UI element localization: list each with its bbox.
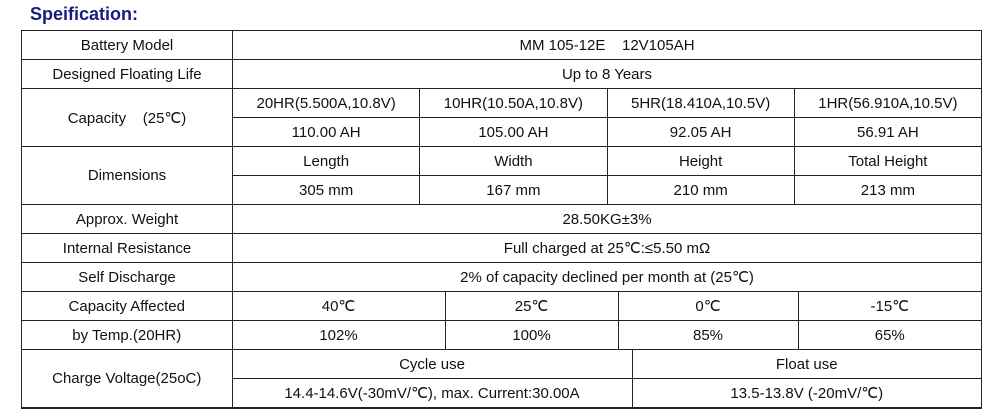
- value: 85%: [618, 320, 799, 350]
- header: 40℃: [232, 292, 446, 321]
- value: Full charged at 25℃:≤5.50 mΩ: [232, 233, 982, 263]
- value: 65%: [798, 320, 982, 350]
- label: Self Discharge: [22, 262, 233, 292]
- label: Battery Model: [22, 31, 233, 60]
- header: Length: [232, 146, 421, 176]
- row-floating-life: Designed Floating Life Up to 8 Years: [22, 59, 982, 89]
- label: Dimensions: [22, 146, 233, 205]
- header: Height: [607, 146, 795, 176]
- header: 10HR(10.50A,10.8V): [419, 89, 608, 118]
- label: Capacity (25℃): [22, 89, 233, 147]
- label: Internal Resistance: [22, 233, 233, 263]
- header: 20HR(5.500A,10.8V): [232, 89, 421, 118]
- value: Up to 8 Years: [232, 59, 982, 89]
- label: Designed Floating Life: [22, 59, 233, 89]
- label: by Temp.(20HR): [22, 320, 233, 350]
- header: 1HR(56.910A,10.5V): [794, 89, 983, 118]
- value: 105.00 AH: [419, 117, 608, 147]
- label: Capacity Affected: [22, 292, 233, 321]
- value: 102%: [232, 320, 446, 350]
- header: Cycle use: [232, 350, 633, 379]
- value: 28.50KG±3%: [232, 205, 982, 234]
- value: 2% of capacity declined per month at (25…: [232, 262, 982, 292]
- header: Width: [419, 146, 608, 176]
- label: Approx. Weight: [22, 205, 233, 234]
- section-title: Speification:: [30, 4, 139, 24]
- header: Float use: [632, 350, 982, 379]
- capacity-table: Capacity (25℃) 20HR(5.500A,10.8V) 10HR(10…: [22, 89, 983, 205]
- header: 5HR(18.410A,10.5V): [607, 89, 795, 118]
- header: Total Height: [794, 146, 983, 176]
- row-battery-model: Battery Model MM 105-12E 12V105AH: [22, 31, 982, 60]
- value: 210 mm: [607, 175, 795, 205]
- value: 14.4-14.6V(-30mV/℃), max. Current:30.00A: [232, 378, 633, 409]
- header: 25℃: [445, 292, 619, 321]
- value: MM 105-12E 12V105AH: [232, 31, 982, 60]
- spec-table: Battery Model MM 105-12E 12V105AH Designe…: [21, 30, 983, 409]
- value: 167 mm: [419, 175, 608, 205]
- value: 56.91 AH: [794, 117, 983, 147]
- value: 305 mm: [232, 175, 421, 205]
- header: 0℃: [618, 292, 799, 321]
- value: 100%: [445, 320, 619, 350]
- value: 92.05 AH: [607, 117, 795, 147]
- header: -15℃: [798, 292, 982, 321]
- temp-table: Capacity Affected 40℃ 25℃ 0℃ -15℃ by Temp.(2…: [22, 292, 982, 350]
- value: 213 mm: [794, 175, 983, 205]
- value: 13.5-13.8V (-20mV/℃): [632, 378, 982, 409]
- label: Charge Voltage(25oC): [22, 350, 233, 409]
- charge-table: Charge Voltage(25oC) Cycle use Float use 1…: [22, 350, 982, 409]
- value: 110.00 AH: [232, 117, 421, 147]
